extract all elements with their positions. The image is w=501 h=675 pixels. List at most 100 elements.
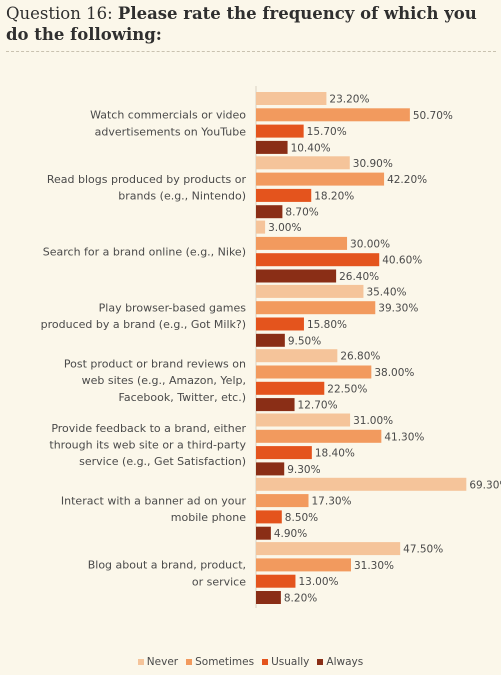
data-label: 10.40% (291, 142, 331, 154)
data-label: 31.00% (353, 415, 393, 427)
category-label-line: Search for a brand online (e.g., Nike) (43, 246, 246, 259)
legend-swatch (262, 659, 269, 665)
data-label: 18.40% (315, 448, 355, 460)
bar-sometimes (256, 172, 385, 186)
bar-sometimes (256, 236, 348, 250)
bar-never (256, 92, 327, 105)
data-label: 30.90% (353, 158, 393, 170)
legend: Never Sometimes Usually Always (0, 656, 501, 668)
category-label-line: Read blogs produced by products or (47, 173, 247, 186)
bar-usually (256, 574, 296, 588)
bar-always (256, 526, 271, 540)
bar-usually (256, 124, 304, 138)
data-label: 4.90% (274, 528, 307, 540)
legend-swatch (186, 659, 193, 665)
bar-never (256, 413, 351, 427)
question-number: Question 16: (6, 4, 113, 23)
data-label: 35.40% (366, 286, 406, 298)
data-label: 41.30% (384, 431, 424, 443)
data-label: 8.70% (285, 207, 318, 219)
category-label-line: web sites (e.g., Amazon, Yelp, (82, 374, 246, 387)
legend-label: Usually (271, 656, 310, 668)
legend-swatch (137, 659, 144, 665)
legend-item-usually: Usually (262, 656, 309, 668)
data-label: 3.00% (268, 222, 301, 234)
category-label-line: Interact with a banner ad on your (61, 494, 247, 507)
data-label: 40.60% (382, 255, 422, 267)
legend-item-sometimes: Sometimes (186, 656, 254, 668)
category-label: Provide feedback to a brand, either throu… (49, 422, 246, 468)
bar-always (256, 398, 295, 412)
bar-sometimes (256, 365, 372, 379)
legend-label: Always (326, 656, 364, 668)
legend-label: Sometimes (195, 656, 255, 668)
data-label: 15.80% (307, 319, 347, 331)
bar-never (256, 477, 467, 491)
category-label-line: service (e.g., Get Satisfaction) (79, 455, 246, 468)
data-label: 13.00% (298, 576, 338, 588)
category-label: Watch commercials or video advertisements… (90, 109, 246, 139)
data-label: 30.00% (350, 238, 390, 250)
data-label: 22.50% (327, 383, 367, 395)
category-label: Blog about a brand, product, or service (88, 559, 247, 589)
bar-never (256, 284, 364, 298)
bar-usually (256, 510, 282, 524)
chart-title: Question 16: Please rate the frequency o… (6, 3, 496, 45)
data-label: 23.20% (329, 94, 369, 106)
data-label: 8.20% (284, 593, 317, 605)
legend-swatch (317, 659, 324, 665)
data-label: 47.50% (403, 544, 443, 556)
category-label-line: brands (e.g., Nintendo) (118, 190, 246, 203)
category-label-line: Post product or brand reviews on (64, 357, 246, 370)
question-text: Please rate the frequency of which you d… (6, 4, 477, 44)
bar-always (256, 140, 288, 154)
category-label: Post product or brand reviews on web site… (64, 357, 246, 403)
category-label-line: Provide feedback to a brand, either (51, 422, 246, 435)
bar-sometimes (256, 558, 351, 572)
data-label: 31.30% (354, 560, 394, 572)
bar-sometimes (256, 494, 309, 508)
data-label: 26.80% (340, 351, 380, 363)
bar-always (256, 462, 285, 476)
bar-sometimes (256, 429, 382, 443)
bar-never (256, 542, 401, 556)
legend-item-always: Always (317, 656, 363, 668)
data-label: 38.00% (374, 367, 414, 379)
category-label-line: through its web site or a third-party (49, 438, 246, 451)
category-label-line: Facebook, Twitter, etc.) (119, 391, 246, 404)
data-label: 15.70% (307, 126, 347, 138)
category-label-line: or service (192, 575, 246, 588)
bar-always (256, 333, 285, 347)
bar-usually (256, 381, 325, 395)
bar-never (256, 349, 338, 363)
bar-always (256, 269, 337, 283)
category-label: Read blogs produced by products or brands… (47, 173, 247, 203)
title-divider (6, 51, 496, 52)
category-label: Play browser-based games produced by a br… (41, 302, 247, 332)
category-label: Interact with a banner ad on your mobile … (61, 494, 247, 524)
bar-always (256, 205, 283, 219)
bar-usually (256, 253, 380, 267)
category-label-line: mobile phone (171, 511, 246, 524)
data-label: 9.50% (288, 335, 321, 347)
bar-usually (256, 188, 312, 202)
data-label: 17.30% (312, 496, 352, 508)
legend-item-never: Never (137, 656, 178, 668)
category-label-line: Watch commercials or video (90, 109, 246, 122)
data-label: 42.20% (387, 174, 427, 186)
data-label: 69.30% (469, 479, 501, 491)
data-label: 12.70% (298, 400, 338, 412)
category-label: Search for a brand online (e.g., Nike) (43, 246, 246, 259)
bar-sometimes (256, 301, 376, 315)
data-label: 26.40% (339, 271, 379, 283)
category-label-line: Play browser-based games (99, 302, 247, 315)
bar-usually (256, 446, 312, 460)
bar-never (256, 220, 266, 234)
data-label: 39.30% (378, 303, 418, 315)
category-label-line: advertisements on YouTube (95, 125, 247, 138)
bar-always (256, 591, 281, 604)
bar-chart: Watch commercials or video advertisements… (41, 86, 501, 608)
data-label: 9.30% (287, 464, 320, 476)
category-label-line: Blog about a brand, product, (88, 559, 246, 572)
data-label: 50.70% (413, 110, 453, 122)
